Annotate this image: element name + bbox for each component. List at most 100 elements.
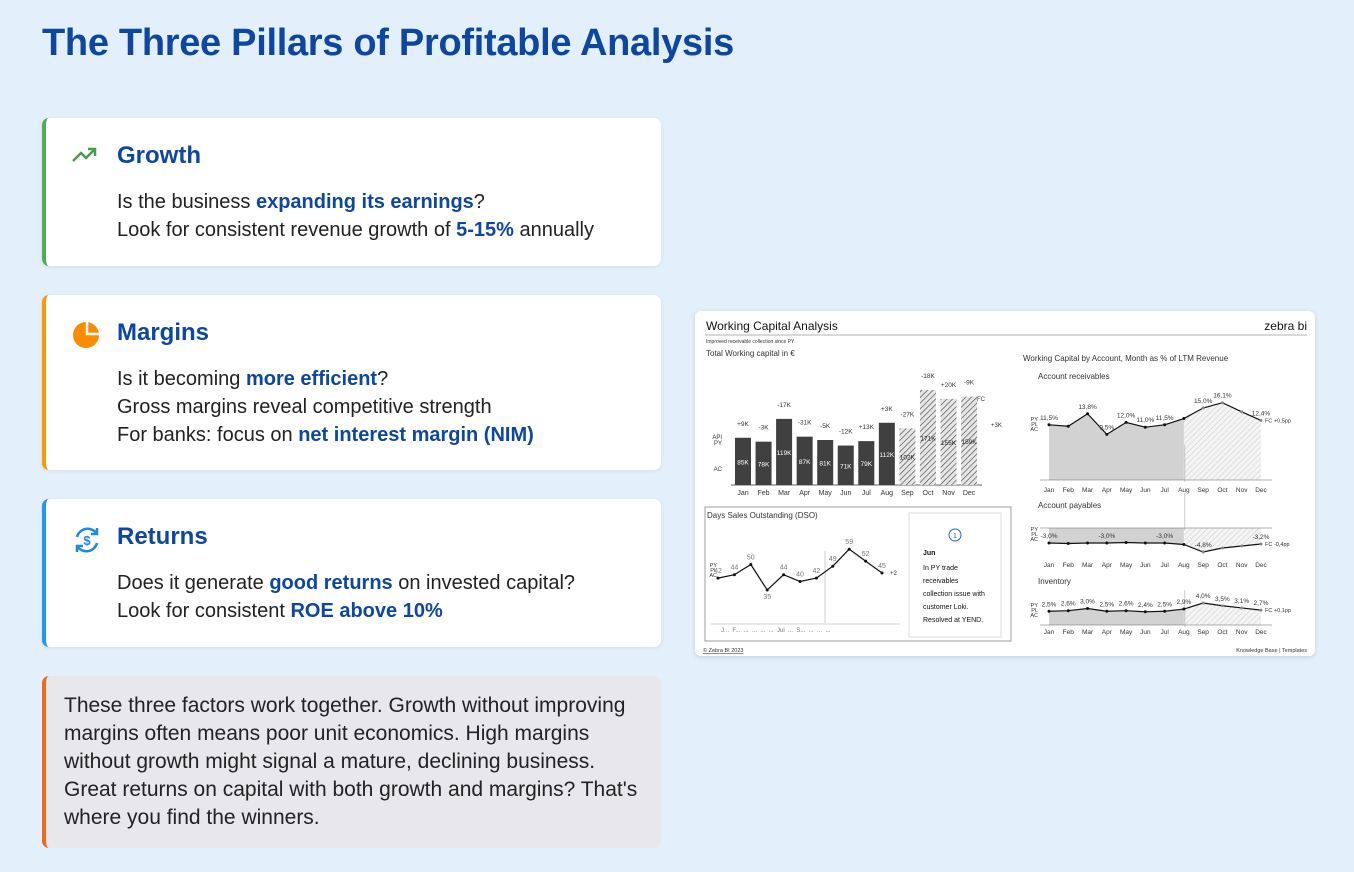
month-label: Aug bbox=[1178, 562, 1190, 569]
month-label: Aug bbox=[881, 490, 894, 497]
axis-labels: J... F... ... ... ... ... Jul ... S... .… bbox=[721, 628, 831, 634]
point-label: 15,0% bbox=[1194, 398, 1213, 405]
text: Is it becoming bbox=[117, 368, 246, 390]
legend-label: PY bbox=[710, 563, 718, 569]
point-label: 3,0% bbox=[1080, 599, 1095, 606]
point bbox=[1220, 546, 1224, 550]
point bbox=[1047, 423, 1051, 427]
point-label: 59 bbox=[845, 539, 853, 546]
point-label: 35 bbox=[763, 594, 771, 601]
note-line: collection issue with bbox=[923, 591, 985, 598]
point bbox=[749, 563, 753, 566]
bar-label: 102K bbox=[900, 455, 916, 462]
month-label: May bbox=[1120, 487, 1133, 494]
note-line: customer Loki. bbox=[923, 604, 969, 611]
month-label: Dec bbox=[1255, 629, 1267, 636]
card-line: Look for consistent ROE above 10% bbox=[117, 597, 575, 625]
point-label: 49 bbox=[829, 556, 837, 563]
bar-label: 155K bbox=[941, 440, 957, 447]
month-label: Jul bbox=[1160, 487, 1169, 494]
month-label: Feb bbox=[758, 490, 770, 497]
point bbox=[1105, 609, 1109, 613]
point-label: -3,0% bbox=[1041, 533, 1058, 540]
point bbox=[1201, 406, 1205, 410]
month-label: Jun bbox=[1140, 562, 1151, 569]
month-label: Apr bbox=[1102, 487, 1113, 494]
point-label: 44 bbox=[780, 565, 788, 572]
point-label: 2,5% bbox=[1042, 601, 1057, 608]
line bbox=[1048, 541, 1262, 553]
footer-left: © Zebra BI 2023 bbox=[703, 647, 743, 654]
card: $ Returns Does it generate good returns o… bbox=[42, 499, 661, 647]
legend-label: AC bbox=[1030, 537, 1038, 543]
brand: zebra bi bbox=[1264, 319, 1307, 333]
delta-label: -0,4pp bbox=[1274, 542, 1290, 548]
month-label: Jul bbox=[1160, 629, 1169, 636]
variance-label: -17K bbox=[777, 402, 791, 409]
fc-label: FC bbox=[1265, 608, 1272, 614]
month-label: Nov bbox=[1236, 487, 1248, 494]
legend-label: PL bbox=[710, 568, 717, 574]
line bbox=[1048, 602, 1262, 613]
month-label: Jan bbox=[1044, 487, 1055, 494]
text: on invested capital? bbox=[392, 572, 576, 594]
bar-label: 171K bbox=[920, 436, 936, 443]
line bbox=[717, 548, 883, 591]
point-label: 42 bbox=[714, 568, 722, 575]
area bbox=[1183, 402, 1261, 480]
text: Does it generate bbox=[117, 572, 270, 594]
highlight: ROE above 10% bbox=[290, 600, 443, 622]
legend-label: AC bbox=[714, 467, 723, 473]
point bbox=[1163, 609, 1167, 613]
fc-label: FC bbox=[977, 397, 986, 403]
point bbox=[1047, 609, 1051, 613]
delta-label: +0,5pp bbox=[1274, 418, 1291, 424]
note-month: Jun bbox=[923, 550, 935, 557]
point bbox=[1240, 410, 1244, 414]
highlight: more efficient bbox=[245, 368, 378, 390]
note-line: receivables bbox=[923, 578, 959, 585]
month-label: Nov bbox=[942, 490, 955, 497]
bar bbox=[878, 422, 895, 485]
point bbox=[831, 564, 835, 568]
month-label: May bbox=[819, 490, 833, 497]
point bbox=[1124, 609, 1128, 613]
month-label: Oct bbox=[923, 490, 934, 497]
month-label: Sep bbox=[1197, 629, 1209, 636]
growth-icon bbox=[72, 147, 97, 162]
footer-right: Knowledge Base | Templates bbox=[1236, 648, 1307, 654]
point bbox=[798, 580, 802, 583]
point-label: -4,8% bbox=[1195, 542, 1212, 549]
card: Margins Is it becoming more efficient? Gro… bbox=[42, 295, 661, 470]
point bbox=[1220, 401, 1224, 405]
bar-label: 71K bbox=[840, 463, 852, 470]
chart-title: Inventory bbox=[1038, 577, 1071, 586]
month-label: Nov bbox=[1236, 629, 1248, 636]
bar bbox=[961, 396, 978, 485]
point bbox=[1105, 432, 1109, 436]
variance-label: -9K bbox=[964, 380, 975, 387]
variance-label: +3K bbox=[881, 406, 893, 413]
variance-label: -18K bbox=[921, 373, 935, 380]
month-label: Feb bbox=[1063, 562, 1075, 569]
month-label: Jan bbox=[737, 490, 748, 497]
point bbox=[1259, 418, 1263, 422]
point bbox=[864, 559, 868, 563]
bar bbox=[899, 428, 916, 485]
point-label: 9,5% bbox=[1099, 424, 1114, 431]
point bbox=[1066, 424, 1070, 428]
fc-delta: +3K bbox=[991, 423, 1002, 429]
point bbox=[1163, 541, 1167, 545]
card-body: Is it becoming more efficient? Gross marg… bbox=[117, 365, 534, 449]
text: ? bbox=[473, 191, 485, 213]
text: For banks: focus on bbox=[117, 424, 299, 446]
point bbox=[765, 588, 769, 592]
bar-label: 159K bbox=[961, 439, 977, 446]
bar-label: 85K bbox=[737, 459, 749, 466]
month-label: Jul bbox=[1160, 562, 1169, 569]
point bbox=[814, 576, 818, 580]
point bbox=[847, 547, 851, 551]
card-body: Is the business expanding its earnings? L… bbox=[117, 188, 594, 244]
point bbox=[1086, 541, 1090, 545]
